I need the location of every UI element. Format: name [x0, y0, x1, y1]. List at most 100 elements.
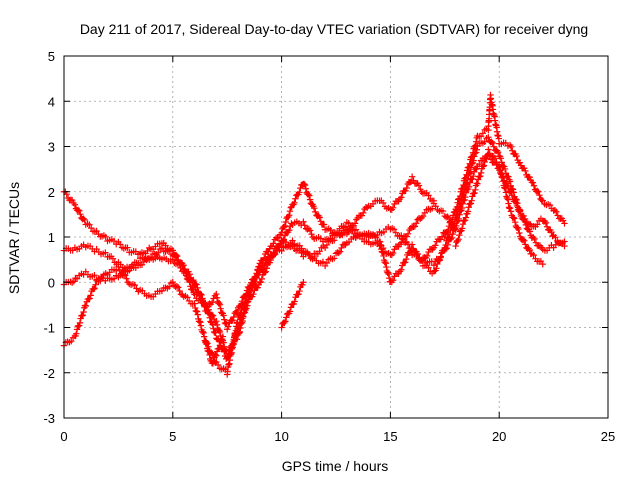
data-point [292, 195, 299, 202]
data-point [444, 227, 452, 234]
data-point [490, 143, 497, 150]
y-tick-label: -2 [43, 366, 55, 381]
data-point [497, 155, 505, 162]
data-point [479, 130, 487, 137]
data-point [521, 237, 528, 244]
data-point [279, 237, 286, 245]
data-point [398, 266, 405, 273]
data-marks [60, 91, 568, 378]
data-point [270, 240, 277, 247]
data-point [162, 242, 169, 249]
data-point [448, 234, 455, 242]
data-point [82, 302, 89, 310]
y-tick-label: 2 [48, 185, 55, 200]
x-tick-labels: 0 5 10 15 20 25 [60, 429, 615, 444]
data-point [338, 244, 345, 252]
data-point [453, 203, 461, 211]
data-point [172, 253, 180, 261]
data-point [212, 329, 219, 337]
data-point [459, 220, 467, 228]
data-point [408, 173, 416, 180]
x-tick-label: 25 [601, 429, 615, 444]
data-point [522, 241, 529, 248]
data-point [459, 185, 466, 192]
data-point [71, 201, 79, 208]
data-point [526, 174, 533, 181]
data-point [300, 180, 308, 188]
data-point [192, 304, 199, 312]
data-point [439, 207, 447, 215]
data-point [511, 198, 519, 205]
data-point [316, 214, 323, 221]
data-point [509, 147, 516, 154]
data-point [210, 328, 218, 336]
data-point [432, 242, 439, 249]
data-point [455, 236, 462, 243]
x-axis-label: GPS time / hours [282, 458, 389, 474]
data-point [415, 182, 423, 189]
data-point [476, 160, 483, 168]
data-point [238, 306, 245, 314]
data-point [462, 174, 470, 181]
data-point [379, 199, 387, 207]
data-point [458, 204, 466, 212]
data-point [449, 230, 456, 238]
data-point [345, 220, 352, 227]
data-point [281, 232, 289, 239]
data-point [305, 190, 312, 198]
data-point [536, 191, 543, 199]
data-point [465, 183, 473, 191]
data-point [470, 157, 477, 164]
data-point [87, 292, 94, 299]
data-point [237, 310, 244, 318]
data-point [102, 249, 109, 256]
data-point [288, 220, 295, 227]
data-point [124, 244, 131, 251]
y-tick-label: -1 [43, 321, 55, 336]
data-point [360, 209, 367, 217]
data-point [462, 214, 470, 221]
data-point [280, 223, 288, 231]
data-point [511, 215, 518, 222]
data-point [425, 192, 432, 199]
data-point [469, 149, 477, 156]
data-point [561, 220, 568, 227]
data-point [452, 226, 459, 233]
data-point [323, 259, 331, 267]
data-point [68, 337, 75, 345]
data-point [220, 312, 227, 319]
chart-title: Day 211 of 2017, Sidereal Day-to-day VTE… [80, 21, 588, 37]
data-point [194, 311, 201, 318]
data-point [173, 283, 181, 290]
data-point [73, 275, 81, 283]
data-point [302, 185, 310, 192]
data-point [76, 207, 83, 214]
data-point [301, 181, 309, 189]
data-point [485, 134, 492, 141]
data-point [296, 287, 303, 295]
data-point [539, 197, 546, 204]
data-point [543, 223, 551, 230]
x-tick-label: 15 [383, 429, 397, 444]
data-point [291, 298, 298, 305]
data-point [194, 284, 201, 292]
data-point [246, 287, 254, 295]
data-point [79, 311, 87, 319]
data-point [73, 326, 81, 333]
axis-ticks [63, 55, 609, 419]
data-point [535, 188, 542, 195]
data-point [216, 301, 224, 308]
data-point [285, 243, 293, 250]
data-point [506, 204, 514, 212]
data-point [98, 274, 106, 282]
data-point [413, 220, 420, 227]
data-point [217, 305, 224, 312]
data-point [252, 278, 259, 286]
data-point [428, 205, 436, 212]
data-point [109, 255, 117, 262]
data-point [319, 258, 327, 266]
data-point [323, 241, 331, 249]
data-point [282, 218, 289, 226]
data-point [472, 186, 479, 193]
data-point [529, 179, 537, 186]
